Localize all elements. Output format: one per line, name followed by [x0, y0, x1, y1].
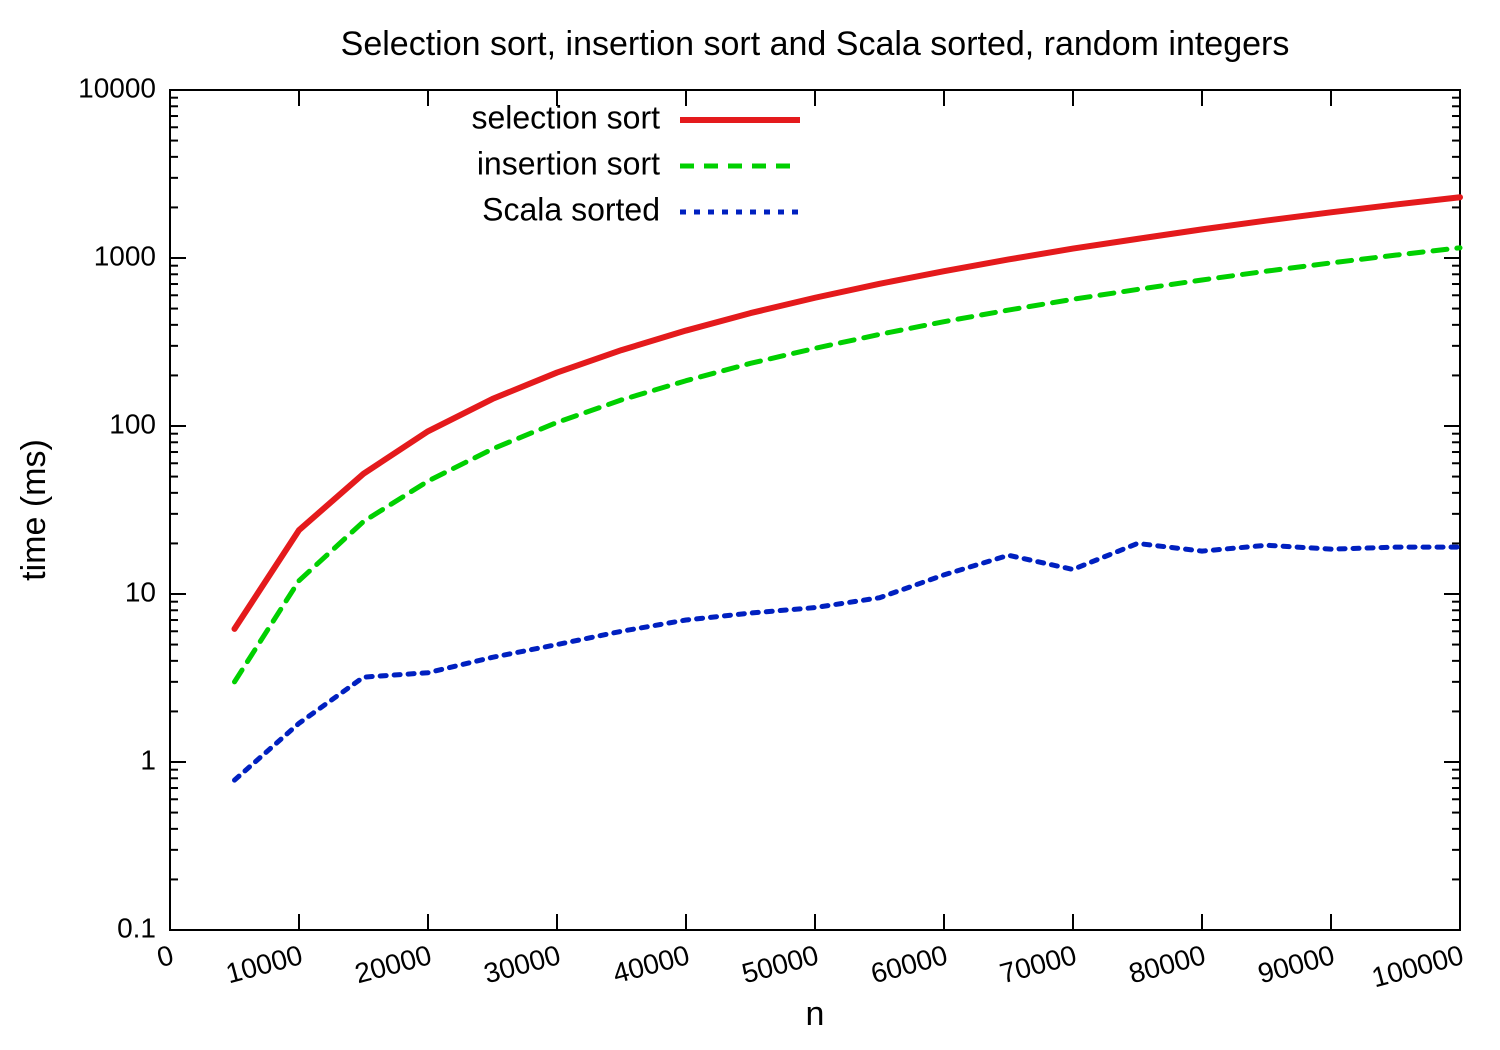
sort-benchmark-chart: 0100002000030000400005000060000700008000… — [0, 0, 1500, 1050]
chart-title: Selection sort, insertion sort and Scala… — [341, 25, 1290, 63]
y-tick-label: 10000 — [78, 72, 156, 103]
y-tick-label: 10 — [125, 576, 156, 607]
legend-label-insertion: insertion sort — [477, 145, 660, 181]
legend-label-scala: Scala sorted — [482, 191, 660, 227]
y-tick-label: 100 — [109, 408, 156, 439]
y-tick-label: 1000 — [94, 240, 156, 271]
legend-label-selection: selection sort — [471, 99, 660, 135]
y-tick-label: 1 — [140, 744, 156, 775]
y-axis-label: time (ms) — [15, 439, 53, 581]
y-tick-label: 0.1 — [117, 912, 156, 943]
x-axis-label: n — [806, 995, 825, 1033]
